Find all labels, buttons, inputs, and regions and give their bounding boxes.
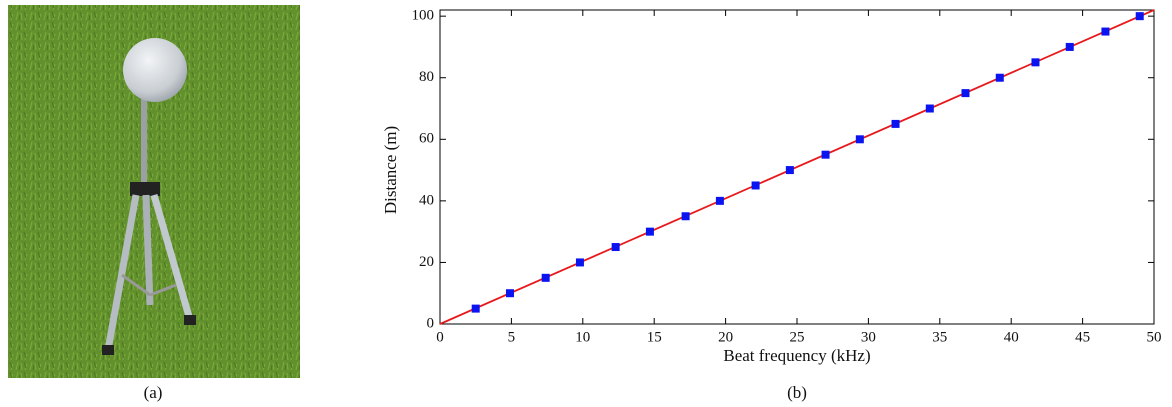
data-point bbox=[1031, 58, 1040, 67]
x-tick-label: 15 bbox=[647, 329, 662, 345]
caption: (b) bbox=[787, 383, 807, 402]
x-tick-label: 0 bbox=[436, 329, 444, 345]
data-point bbox=[1101, 27, 1110, 36]
y-tick-label: 60 bbox=[419, 131, 434, 147]
data-point bbox=[891, 119, 900, 128]
data-point bbox=[961, 89, 970, 98]
x-tick-label: 50 bbox=[1147, 329, 1162, 345]
data-point bbox=[925, 104, 934, 113]
data-point bbox=[541, 273, 550, 282]
x-axis-label: Beat frequency (kHz) bbox=[723, 346, 870, 365]
data-point bbox=[995, 73, 1004, 82]
y-tick-label: 20 bbox=[419, 254, 434, 270]
x-tick-label: 30 bbox=[861, 329, 876, 345]
photo bbox=[8, 5, 300, 378]
data-point bbox=[611, 243, 620, 252]
data-point bbox=[1065, 42, 1074, 51]
data-point bbox=[1135, 12, 1144, 21]
data-point bbox=[645, 227, 654, 236]
y-tick-label: 0 bbox=[427, 315, 435, 331]
x-tick-label: 10 bbox=[575, 329, 590, 345]
caption: (a) bbox=[144, 383, 163, 402]
data-point bbox=[785, 166, 794, 175]
data-point bbox=[751, 181, 760, 190]
data-point bbox=[715, 196, 724, 205]
data-point bbox=[505, 289, 514, 298]
x-tick-label: 35 bbox=[932, 329, 947, 345]
data-point bbox=[575, 258, 584, 267]
x-tick-label: 40 bbox=[1004, 329, 1019, 345]
data-point bbox=[855, 135, 864, 144]
y-axis-label: Distance (m) bbox=[381, 126, 400, 214]
x-tick-label: 20 bbox=[718, 329, 733, 345]
data-point bbox=[821, 150, 830, 159]
y-tick-label: 80 bbox=[419, 69, 434, 85]
x-tick-label: 45 bbox=[1075, 329, 1090, 345]
y-tick-label: 100 bbox=[412, 8, 435, 24]
x-tick-label: 5 bbox=[508, 329, 516, 345]
data-point bbox=[471, 304, 480, 313]
x-tick-label: 25 bbox=[790, 329, 805, 345]
y-tick-label: 40 bbox=[419, 192, 434, 208]
data-point bbox=[681, 212, 690, 221]
